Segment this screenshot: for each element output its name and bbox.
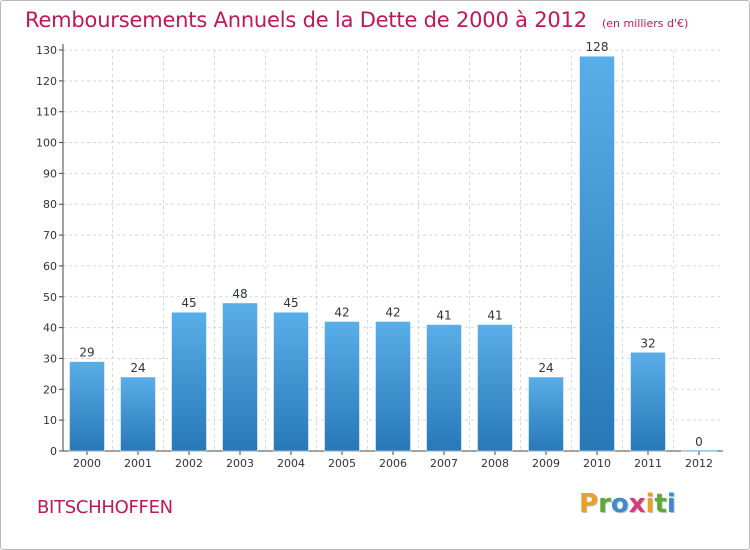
y-tick-label: 100: [36, 137, 57, 150]
logo-letter: x: [628, 489, 646, 519]
data-label-2012: 0: [695, 435, 703, 449]
bar-2012: [681, 449, 717, 452]
bar-2008: [477, 324, 513, 452]
y-tick-label: 90: [43, 167, 57, 180]
tick-labels: 0 10 20 30 40 50 60 70 80 90 100 110 120 130 2000 2001 2…: [36, 44, 713, 470]
y-tick-label: 130: [36, 44, 57, 57]
y-tick-label: 30: [43, 352, 57, 365]
x-tick-label-2009: 2009: [532, 457, 560, 470]
logo-letter: t: [654, 489, 667, 519]
data-label-2001: 24: [130, 361, 145, 375]
x-tick-label-2007: 2007: [430, 457, 458, 470]
proxiti-logo: Proxiti: [579, 489, 676, 519]
y-tick-label: 120: [36, 75, 57, 88]
data-label-2009: 24: [538, 361, 553, 375]
data-labels: 29 24 45 48 45 42 42 41 41 24 128 32 0: [79, 40, 702, 449]
y-tick-label: 70: [43, 229, 57, 242]
y-tick-label: 40: [43, 322, 57, 335]
data-label-2006: 42: [385, 305, 400, 319]
x-tick-label-2011: 2011: [634, 457, 662, 470]
x-tick-label-2012: 2012: [685, 457, 713, 470]
y-tick-label: 60: [43, 260, 57, 273]
chart-subtitle: (en milliers d'€): [602, 17, 689, 30]
bar-2007: [426, 324, 462, 452]
data-label-2010: 128: [586, 40, 609, 54]
bar-2005: [324, 321, 360, 452]
x-tick-label-2005: 2005: [328, 457, 356, 470]
data-label-2007: 41: [436, 309, 451, 323]
data-label-2000: 29: [79, 346, 94, 360]
x-tick-label-2000: 2000: [73, 457, 101, 470]
x-tick-label-2003: 2003: [226, 457, 254, 470]
y-tick-label: 110: [36, 106, 57, 119]
y-tick-label: 80: [43, 198, 57, 211]
bar-2002: [171, 311, 207, 452]
x-tick-label-2001: 2001: [124, 457, 152, 470]
data-label-2011: 32: [640, 336, 655, 350]
bar-2010: [579, 55, 615, 452]
x-tick-label-2002: 2002: [175, 457, 203, 470]
logo-letter: i: [645, 489, 655, 519]
data-label-2008: 41: [487, 309, 502, 323]
bars: [69, 55, 717, 452]
data-label-2003: 48: [232, 287, 247, 301]
data-label-2002: 45: [181, 296, 196, 310]
data-label-2005: 42: [334, 305, 349, 319]
x-tick-label-2008: 2008: [481, 457, 509, 470]
bar-2001: [120, 376, 156, 452]
logo-letter: o: [610, 489, 629, 519]
logo-letter: r: [598, 489, 611, 519]
commune-name: BITSCHHOFFEN: [37, 497, 173, 518]
bar-2009: [528, 376, 564, 452]
logo-letter: P: [579, 489, 599, 519]
x-tick-label-2004: 2004: [277, 457, 305, 470]
bar-2003: [222, 302, 258, 452]
bar-2000: [69, 361, 105, 452]
logo-letter: i: [666, 489, 676, 519]
y-tick-label: 20: [43, 383, 57, 396]
data-label-2004: 45: [283, 296, 298, 310]
chart-title: Remboursements Annuels de la Dette de 20…: [25, 8, 688, 32]
x-tick-label-2006: 2006: [379, 457, 407, 470]
x-tick-label-2010: 2010: [583, 457, 611, 470]
y-tick-label: 10: [43, 414, 57, 427]
bar-2006: [375, 321, 411, 452]
bar-2011: [630, 352, 666, 452]
y-tick-label: 0: [50, 445, 57, 458]
chart-title-main: Remboursements Annuels de la Dette de 20…: [25, 8, 587, 32]
y-tick-label: 50: [43, 291, 57, 304]
bar-2004: [273, 311, 309, 452]
